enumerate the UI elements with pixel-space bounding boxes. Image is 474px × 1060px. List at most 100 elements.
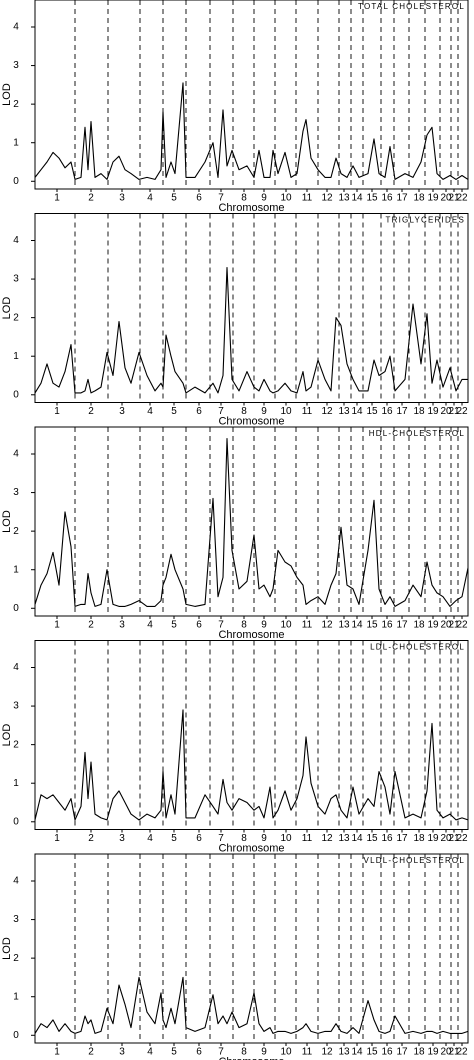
y-tick-label: 2	[13, 739, 19, 750]
x-tick-label: 8	[241, 1047, 247, 1058]
y-tick-label: 1	[13, 351, 19, 362]
x-tick-label: 22	[456, 620, 468, 631]
x-tick-label: 21	[448, 406, 460, 417]
x-tick-label: 1	[54, 833, 60, 844]
x-tick-label: 11	[302, 406, 313, 417]
y-axis-label: LOD	[1, 83, 13, 106]
x-tick-label: 9	[261, 406, 267, 417]
y-tick-label: 4	[13, 449, 19, 460]
x-tick-label: 20	[440, 833, 452, 844]
x-tick-label: 1	[54, 1047, 60, 1058]
x-tick-label: 12	[321, 193, 333, 204]
x-tick-label: 18	[413, 193, 425, 204]
x-tick-label: 1	[54, 193, 60, 204]
x-tick-label: 7	[218, 406, 224, 417]
x-tick-label: 9	[261, 620, 267, 631]
x-tick-label: 7	[218, 620, 224, 631]
x-axis-label: Chromosome	[218, 202, 284, 214]
x-tick-label: 4	[147, 833, 153, 844]
x-tick-label: 8	[241, 193, 247, 204]
x-tick-label: 5	[171, 833, 177, 844]
x-tick-label: 19	[427, 1047, 439, 1058]
x-tick-label: 20	[440, 1047, 452, 1058]
x-tick-label: 17	[396, 1047, 408, 1058]
x-tick-label: 18	[413, 406, 425, 417]
x-tick-label: 19	[427, 193, 439, 204]
plot-frame	[34, 213, 469, 403]
x-tick-label: 3	[119, 620, 125, 631]
x-tick-label: 9	[261, 833, 267, 844]
y-tick-label: 0	[13, 816, 19, 827]
x-tick-label: 17	[396, 620, 408, 631]
x-tick-label: 4	[147, 193, 153, 204]
x-tick-label: 21	[448, 620, 460, 631]
y-tick-label: 4	[13, 235, 19, 246]
x-tick-label: 6	[196, 620, 202, 631]
y-tick-label: 2	[13, 526, 19, 537]
y-tick-label: 1	[13, 778, 19, 789]
y-tick-label: 3	[13, 487, 19, 498]
y-axis-label: LOD	[1, 937, 13, 960]
y-tick-label: 3	[13, 701, 19, 712]
x-tick-label: 16	[381, 193, 393, 204]
x-tick-label: 22	[456, 833, 468, 844]
x-tick-label: 19	[427, 620, 439, 631]
x-tick-label: 22	[456, 406, 468, 417]
x-tick-label: 5	[171, 193, 177, 204]
y-axis-label: LOD	[1, 510, 13, 533]
x-tick-label: 17	[396, 406, 408, 417]
x-tick-label: 16	[381, 833, 393, 844]
y-tick-label: 0	[13, 176, 19, 187]
x-tick-label: 20	[440, 193, 452, 204]
x-tick-label: 10	[280, 620, 292, 631]
y-tick-label: 1	[13, 137, 19, 148]
x-tick-label: 4	[147, 1047, 153, 1058]
lod-line	[34, 709, 469, 821]
x-tick-label: 9	[261, 193, 267, 204]
x-tick-label: 15	[366, 193, 378, 204]
y-tick-label: 3	[13, 60, 19, 71]
x-tick-label: 2	[88, 193, 94, 204]
x-tick-label: 19	[427, 833, 439, 844]
x-tick-label: 6	[196, 406, 202, 417]
x-tick-label: 8	[241, 406, 247, 417]
x-tick-label: 21	[448, 193, 460, 204]
plot-frame	[34, 426, 469, 617]
lod-line	[34, 438, 469, 607]
x-tick-label: 16	[381, 1047, 393, 1058]
x-tick-label: 2	[88, 620, 94, 631]
x-tick-label: 16	[381, 406, 393, 417]
x-axis-label: Chromosome	[218, 1056, 284, 1060]
x-axis-label: Chromosome	[218, 629, 284, 641]
x-tick-label: 9	[261, 1047, 267, 1058]
x-tick-label: 2	[88, 833, 94, 844]
x-tick-label: 6	[196, 833, 202, 844]
lod-line	[34, 976, 469, 1034]
x-tick-label: 1	[54, 620, 60, 631]
panel-annotation: TOTAL CHOLESTEROL	[358, 2, 465, 11]
lod-line	[34, 82, 469, 180]
x-tick-label: 10	[280, 406, 292, 417]
x-tick-label: 5	[171, 406, 177, 417]
y-tick-label: 0	[13, 603, 19, 614]
x-tick-label: 15	[366, 406, 378, 417]
y-tick-label: 3	[13, 274, 19, 285]
x-tick-label: 5	[171, 620, 177, 631]
x-tick-label: 21	[448, 833, 460, 844]
panel-annotation: TRIGLYCERIDES	[386, 216, 465, 225]
panel-annotation: LDL-CHOLESTEROL	[370, 643, 465, 652]
y-tick-label: 2	[13, 953, 19, 964]
x-tick-label: 12	[321, 1047, 333, 1058]
x-tick-label: 7	[218, 833, 224, 844]
x-tick-label: 20	[440, 406, 452, 417]
plot-frame	[34, 0, 469, 190]
x-tick-label: 22	[456, 193, 468, 204]
x-tick-label: 3	[119, 406, 125, 417]
x-tick-label: 17	[396, 193, 408, 204]
x-tick-label: 1	[54, 406, 60, 417]
panel-annotation: HDL-CHOLESTEROL	[369, 429, 465, 438]
